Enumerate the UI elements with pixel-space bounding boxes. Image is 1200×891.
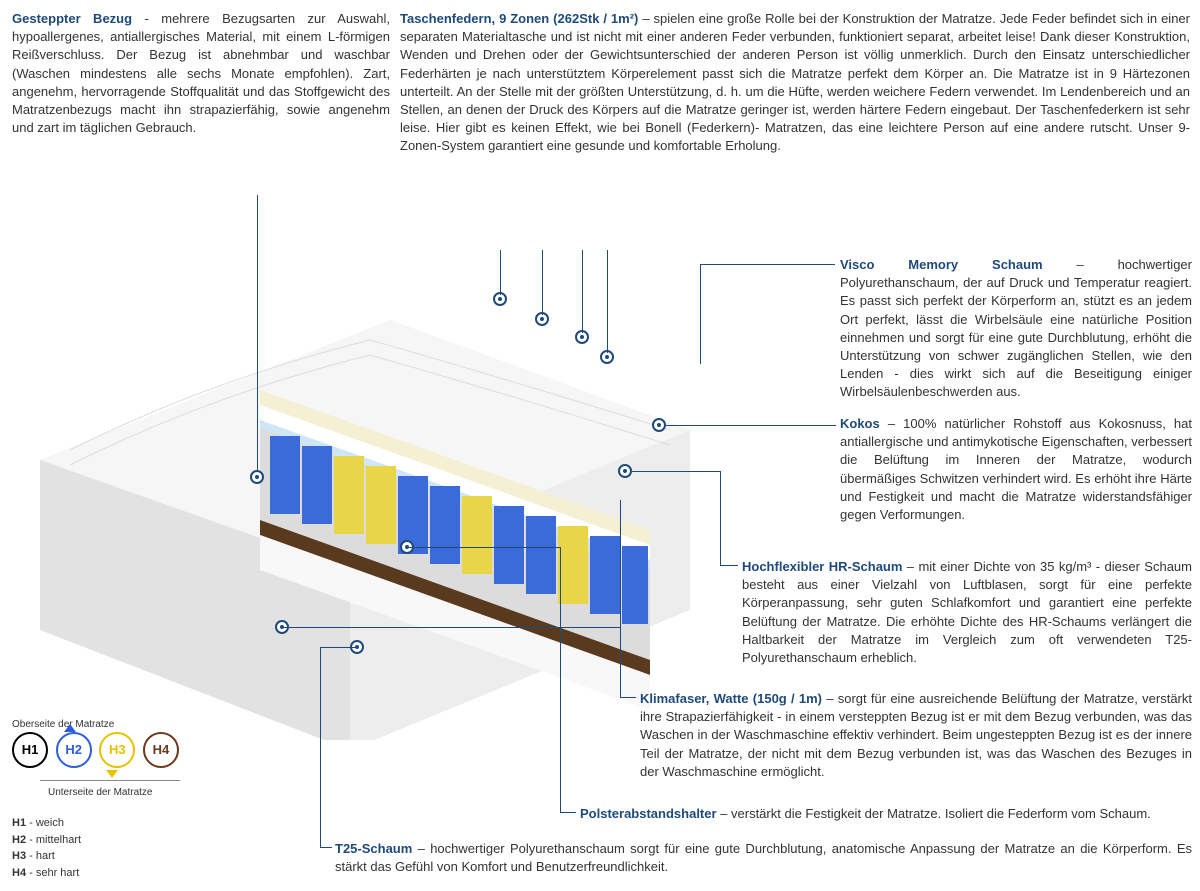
lead-taschenfedern-2: [542, 250, 543, 315]
lead-klima-v: [620, 500, 621, 697]
lead-klima-h: [282, 627, 620, 628]
lead-hr-h2: [720, 565, 738, 566]
lead-hr-h1: [632, 471, 720, 472]
hardness-h1: H1: [12, 732, 48, 768]
sep-taschenfedern: –: [638, 11, 653, 26]
lead-visco-h: [700, 264, 835, 265]
title-klimafaser: Klimafaser, Watte (150g / 1m): [640, 691, 822, 706]
tri-down-icon: [106, 770, 118, 778]
hardness-h2: H2: [56, 732, 92, 768]
text-visco: hochwertiger Polyurethanschaum, der auf …: [840, 257, 1192, 399]
text-taschenfedern: spielen eine große Rolle bei der Konstru…: [400, 11, 1190, 153]
hleg-h1-code: H1: [12, 817, 26, 829]
lead-kokos-h: [666, 425, 836, 426]
text-hr: mit einer Dichte von 35 kg/m³ - dieser S…: [742, 559, 1192, 665]
sep-polster: –: [717, 806, 731, 821]
block-hr: Hochflexibler HR-Schaum – mit einer Dich…: [742, 558, 1192, 667]
sep-kokos: –: [880, 416, 903, 431]
hardness-circles: H1 H2 H3 H4: [12, 732, 183, 768]
hleg-h3-desc: hart: [36, 850, 55, 862]
lead-polster-h: [407, 547, 560, 548]
hardness-legend: H1 - weich H2 - mittelhart H3 - hart H4 …: [12, 815, 81, 881]
hardness-h3: H3: [99, 732, 135, 768]
title-t25: T25-Schaum: [335, 841, 412, 856]
block-klimafaser: Klimafaser, Watte (150g / 1m) – sorgt fü…: [640, 690, 1192, 781]
lead-visco-v: [700, 264, 701, 364]
title-polster: Polsterabstandshalter: [580, 806, 717, 821]
title-kokos: Kokos: [840, 416, 880, 431]
lead-taschenfedern-4: [607, 250, 608, 353]
sep-hr: –: [902, 559, 918, 574]
hleg-h2-code: H2: [12, 834, 26, 846]
hardness-label-bottom: Unterseite der Matratze: [48, 786, 153, 800]
sep-t25: –: [412, 841, 430, 856]
hleg-h4-code: H4: [12, 867, 26, 879]
lead-polster-v: [560, 547, 561, 812]
marker-hr-icon: [618, 464, 632, 478]
hleg-h3-code: H3: [12, 850, 26, 862]
hardness-h4: H4: [143, 732, 179, 768]
hleg-h1-desc: weich: [36, 817, 64, 829]
lead-t25-h1: [320, 647, 357, 648]
text-polster: verstärkt die Festigkeit der Matratze. I…: [731, 806, 1151, 821]
hardness-underline: [40, 780, 180, 781]
block-t25: T25-Schaum – hochwertiger Polyurethansch…: [335, 840, 1192, 876]
lead-klima-h2: [620, 697, 636, 698]
block-taschenfedern: Taschenfedern, 9 Zonen (262Stk / 1m²) – …: [400, 10, 1190, 156]
block-visco: Visco Memory Schaum – hochwertiger Polyu…: [840, 256, 1192, 402]
marker-kokos-icon: [652, 418, 666, 432]
lead-taschenfedern-3: [582, 250, 583, 333]
title-visco: Visco Memory Schaum: [840, 257, 1043, 272]
lead-polster-h2: [560, 812, 576, 813]
lead-t25-h2: [320, 847, 332, 848]
lead-t25-v: [320, 647, 321, 847]
mattress-illustration: [10, 260, 720, 740]
block-polster: Polsterabstandshalter – verstärkt die Fe…: [580, 805, 1192, 823]
title-bezug: Gesteppter Bezug: [12, 11, 132, 26]
lead-taschenfedern-1: [500, 250, 501, 295]
text-kokos: 100% natürlicher Rohstoff aus Kokosnuss,…: [840, 416, 1192, 522]
tri-up-icon: [64, 724, 76, 732]
sep-bezug: -: [132, 11, 161, 26]
text-bezug: mehrere Bezugsarten zur Auswahl, hypoall…: [12, 11, 390, 135]
lead-bezug: [257, 195, 258, 470]
lead-hr-v: [720, 471, 721, 565]
hleg-h4-desc: sehr hart: [36, 867, 79, 879]
text-t25: hochwertiger Polyurethanschaum sorgt für…: [335, 841, 1192, 874]
title-hr: Hochflexibler HR-Schaum: [742, 559, 902, 574]
sep-visco: –: [1043, 257, 1118, 272]
marker-bezug-icon: [250, 470, 264, 484]
block-bezug: Gesteppter Bezug - mehrere Bezugsarten z…: [12, 10, 390, 137]
sep-klimafaser: –: [822, 691, 838, 706]
hleg-h2-desc: mittelhart: [36, 834, 81, 846]
title-taschenfedern: Taschenfedern, 9 Zonen (262Stk / 1m²): [400, 11, 638, 26]
block-kokos: Kokos – 100% natürlicher Rohstoff aus Ko…: [840, 415, 1192, 524]
